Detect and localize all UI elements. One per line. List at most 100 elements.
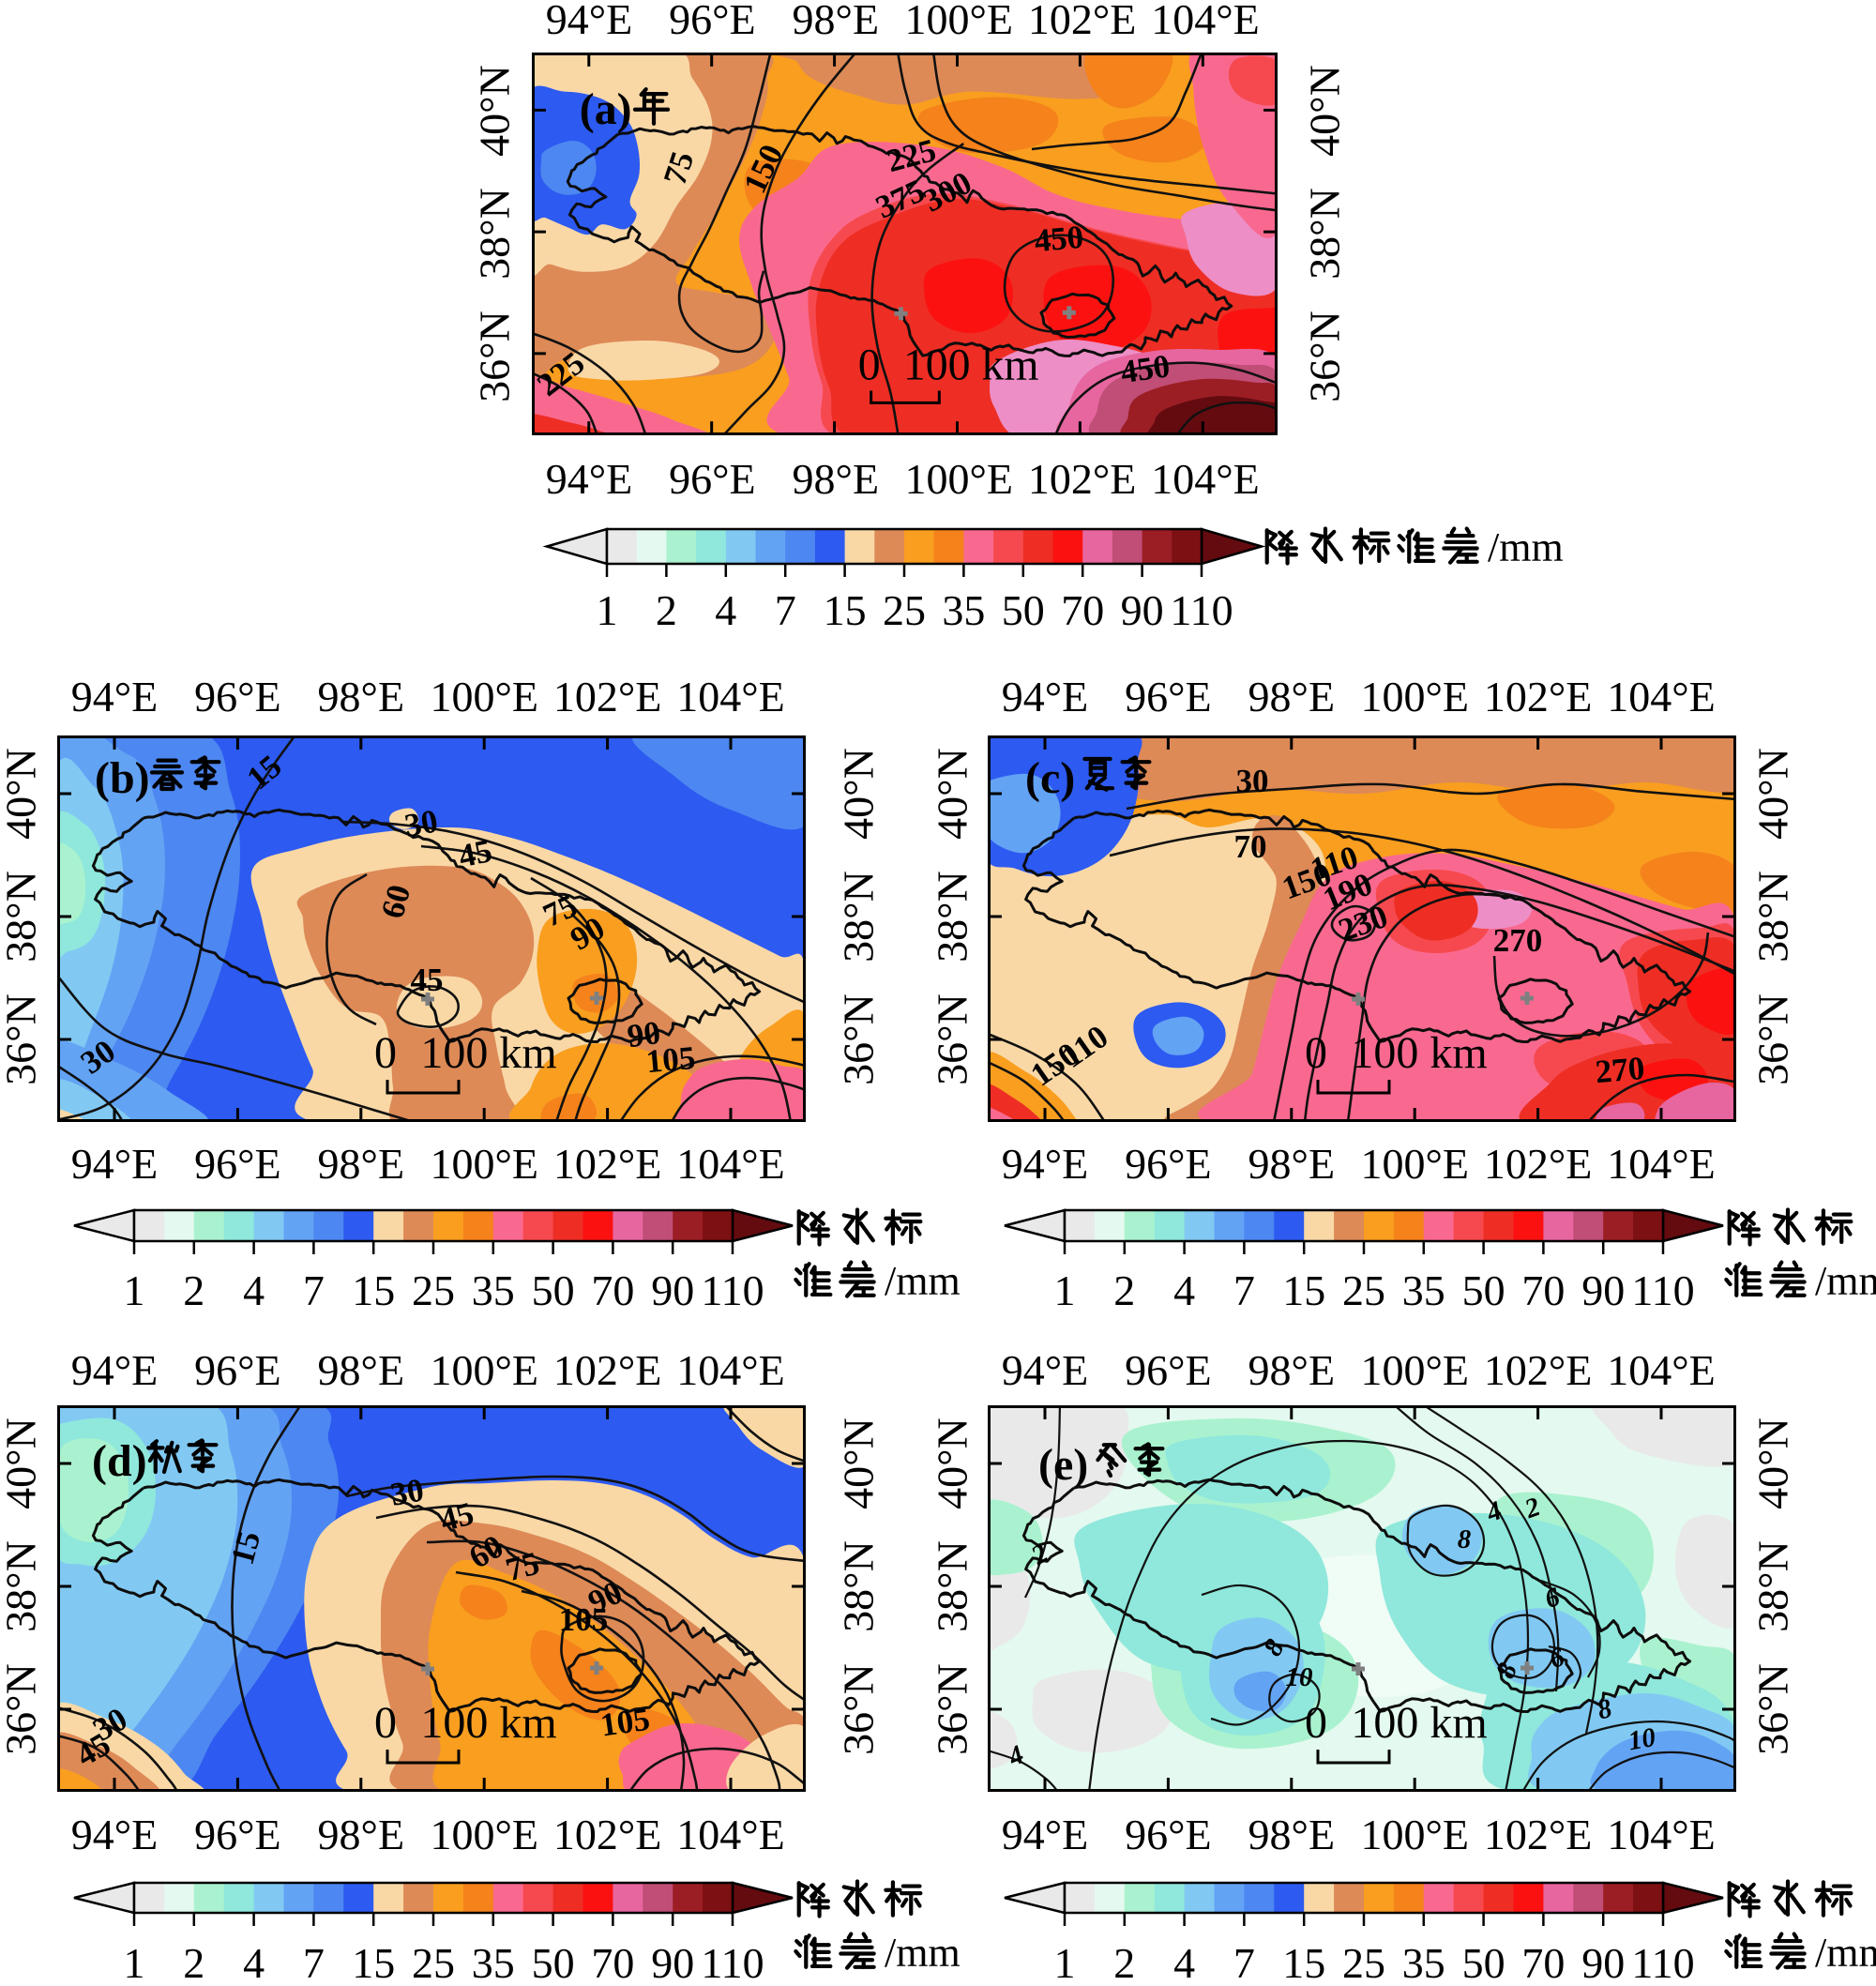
svg-text:90: 90 [1581,1266,1625,1314]
svg-text:104°E: 104°E [1607,1346,1716,1394]
svg-text:/mm: /mm [885,1930,961,1976]
svg-text:38°N: 38°N [835,871,883,963]
svg-text:96°E: 96°E [1125,1811,1212,1858]
svg-text:(d): (d) [92,1436,147,1486]
svg-text:30: 30 [387,1471,426,1512]
svg-text:104°E: 104°E [676,1811,785,1858]
svg-text:102°E: 102°E [1484,1140,1593,1188]
svg-text:7: 7 [303,1939,325,1981]
svg-text:15: 15 [1282,1266,1325,1314]
svg-text:102°E: 102°E [553,1811,662,1858]
svg-text:38°N: 38°N [0,871,45,963]
svg-text:50: 50 [532,1939,575,1981]
svg-text:1: 1 [1054,1266,1076,1314]
svg-text:40°N: 40°N [0,748,45,840]
svg-text:94°E: 94°E [1002,1346,1089,1394]
svg-text:94°E: 94°E [71,1346,159,1394]
svg-text:50: 50 [1462,1266,1505,1314]
svg-text:94°E: 94°E [1002,673,1089,720]
svg-text:/mm: /mm [1815,1930,1876,1976]
svg-text:110: 110 [701,1266,764,1314]
svg-text:/mm: /mm [1815,1258,1876,1304]
svg-text:2: 2 [1113,1266,1135,1314]
svg-text:35: 35 [1402,1266,1445,1314]
svg-text:25: 25 [883,586,926,634]
svg-text:36°N: 36°N [471,311,519,402]
svg-text:110: 110 [1631,1939,1694,1981]
svg-text:94°E: 94°E [71,1811,159,1858]
svg-text:38°N: 38°N [1301,188,1349,280]
svg-text:96°E: 96°E [1125,673,1212,720]
svg-text:15: 15 [352,1939,395,1981]
svg-text:40°N: 40°N [929,748,976,840]
svg-text:96°E: 96°E [669,0,756,43]
svg-text:2: 2 [183,1266,204,1314]
svg-text:100 km: 100 km [420,1028,556,1078]
svg-text:94°E: 94°E [1002,1140,1089,1188]
svg-text:38°N: 38°N [929,1540,976,1632]
svg-text:100 km: 100 km [420,1698,556,1748]
svg-text:40°N: 40°N [835,1417,883,1509]
svg-text:96°E: 96°E [194,1811,281,1858]
svg-text:2: 2 [1113,1939,1135,1981]
svg-text:25: 25 [412,1939,455,1981]
svg-text:98°E: 98°E [318,1811,405,1858]
svg-text:0: 0 [858,341,881,390]
svg-text:4: 4 [1173,1939,1195,1981]
svg-text:2: 2 [656,586,677,634]
svg-text:38°N: 38°N [1749,1540,1797,1632]
svg-text:100°E: 100°E [904,0,1013,43]
svg-text:4: 4 [1173,1266,1195,1314]
svg-text:100 km: 100 km [1351,1028,1487,1078]
svg-text:36°N: 36°N [0,1663,45,1755]
svg-text:38°N: 38°N [0,1540,45,1632]
svg-text:102°E: 102°E [553,1346,662,1394]
svg-text:110: 110 [1631,1266,1694,1314]
svg-text:8: 8 [1458,1524,1472,1554]
svg-text:98°E: 98°E [318,1346,405,1394]
svg-text:36°N: 36°N [835,1663,883,1755]
svg-text:104°E: 104°E [676,673,785,720]
svg-text:38°N: 38°N [929,871,976,963]
svg-text:0: 0 [1305,1698,1327,1748]
svg-text:90: 90 [1121,586,1164,634]
svg-text:40°N: 40°N [1749,748,1797,840]
svg-text:(b): (b) [95,753,150,803]
svg-text:1: 1 [597,586,618,634]
svg-text:90: 90 [651,1266,694,1314]
svg-text:2: 2 [183,1939,204,1981]
svg-text:100°E: 100°E [430,1140,538,1188]
svg-text:50: 50 [532,1266,575,1314]
svg-text:102°E: 102°E [553,673,662,720]
svg-text:4: 4 [243,1266,265,1314]
svg-text:102°E: 102°E [1028,0,1137,43]
svg-text:36°N: 36°N [929,1663,976,1755]
svg-text:98°E: 98°E [793,455,880,503]
svg-text:98°E: 98°E [1248,1811,1336,1858]
svg-text:102°E: 102°E [1484,673,1593,720]
svg-text:36°N: 36°N [1749,993,1797,1085]
svg-text:94°E: 94°E [71,673,159,720]
svg-text:98°E: 98°E [318,673,405,720]
svg-text:30: 30 [401,802,440,843]
svg-text:270: 270 [1493,922,1543,959]
svg-text:94°E: 94°E [546,0,633,43]
svg-text:102°E: 102°E [1484,1811,1593,1858]
svg-text:105: 105 [644,1039,697,1080]
svg-text:4: 4 [243,1939,265,1981]
svg-text:100°E: 100°E [430,1811,538,1858]
svg-text:96°E: 96°E [194,673,281,720]
svg-text:100°E: 100°E [1360,1811,1469,1858]
svg-text:270: 270 [1594,1050,1646,1090]
svg-text:94°E: 94°E [546,455,633,503]
svg-text:102°E: 102°E [1484,1346,1593,1394]
svg-text:90: 90 [1581,1939,1625,1981]
svg-text:70: 70 [1061,586,1104,634]
svg-text:450: 450 [1118,347,1172,390]
svg-text:96°E: 96°E [1125,1140,1212,1188]
svg-text:104°E: 104°E [1607,1140,1716,1188]
svg-text:0: 0 [374,1698,397,1748]
svg-text:30: 30 [1236,763,1269,799]
svg-text:(c): (c) [1025,753,1075,803]
svg-text:15: 15 [352,1266,395,1314]
